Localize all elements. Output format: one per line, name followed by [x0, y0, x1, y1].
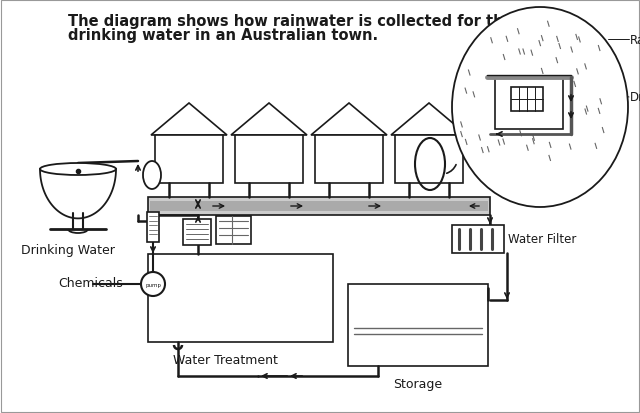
Bar [315, 136, 383, 183]
Text: The diagram shows how rainwater is collected for the use of: The diagram shows how rainwater is colle… [68, 14, 570, 29]
Bar [452, 225, 504, 254]
Bar [155, 136, 223, 183]
Ellipse shape [40, 164, 116, 176]
Polygon shape [391, 104, 467, 136]
Text: drinking water in an Australian town.: drinking water in an Australian town. [68, 28, 378, 43]
Bar [183, 219, 211, 245]
Ellipse shape [143, 161, 161, 190]
Bar [235, 136, 303, 183]
Polygon shape [40, 170, 116, 219]
Polygon shape [151, 104, 227, 136]
Text: Water Filter: Water Filter [508, 233, 577, 246]
Text: Rainwater: Rainwater [630, 33, 640, 46]
Text: Chemicals: Chemicals [58, 277, 123, 290]
Text: Drinking Water: Drinking Water [21, 243, 115, 256]
Bar [150, 202, 488, 211]
Polygon shape [231, 104, 307, 136]
Ellipse shape [452, 8, 628, 207]
Bar [148, 197, 490, 216]
Bar [511, 88, 543, 112]
Text: Water Treatment: Water Treatment [173, 353, 278, 366]
Bar [147, 212, 159, 242]
Text: pump: pump [145, 283, 161, 288]
Text: Storage: Storage [394, 377, 443, 390]
FancyArrowPatch shape [447, 165, 456, 174]
Bar [348, 284, 488, 366]
Circle shape [141, 272, 165, 296]
Bar [395, 136, 463, 183]
Text: Drain: Drain [630, 91, 640, 104]
Bar [216, 216, 251, 244]
Polygon shape [311, 104, 387, 136]
Bar [148, 254, 333, 342]
Bar [495, 78, 563, 130]
